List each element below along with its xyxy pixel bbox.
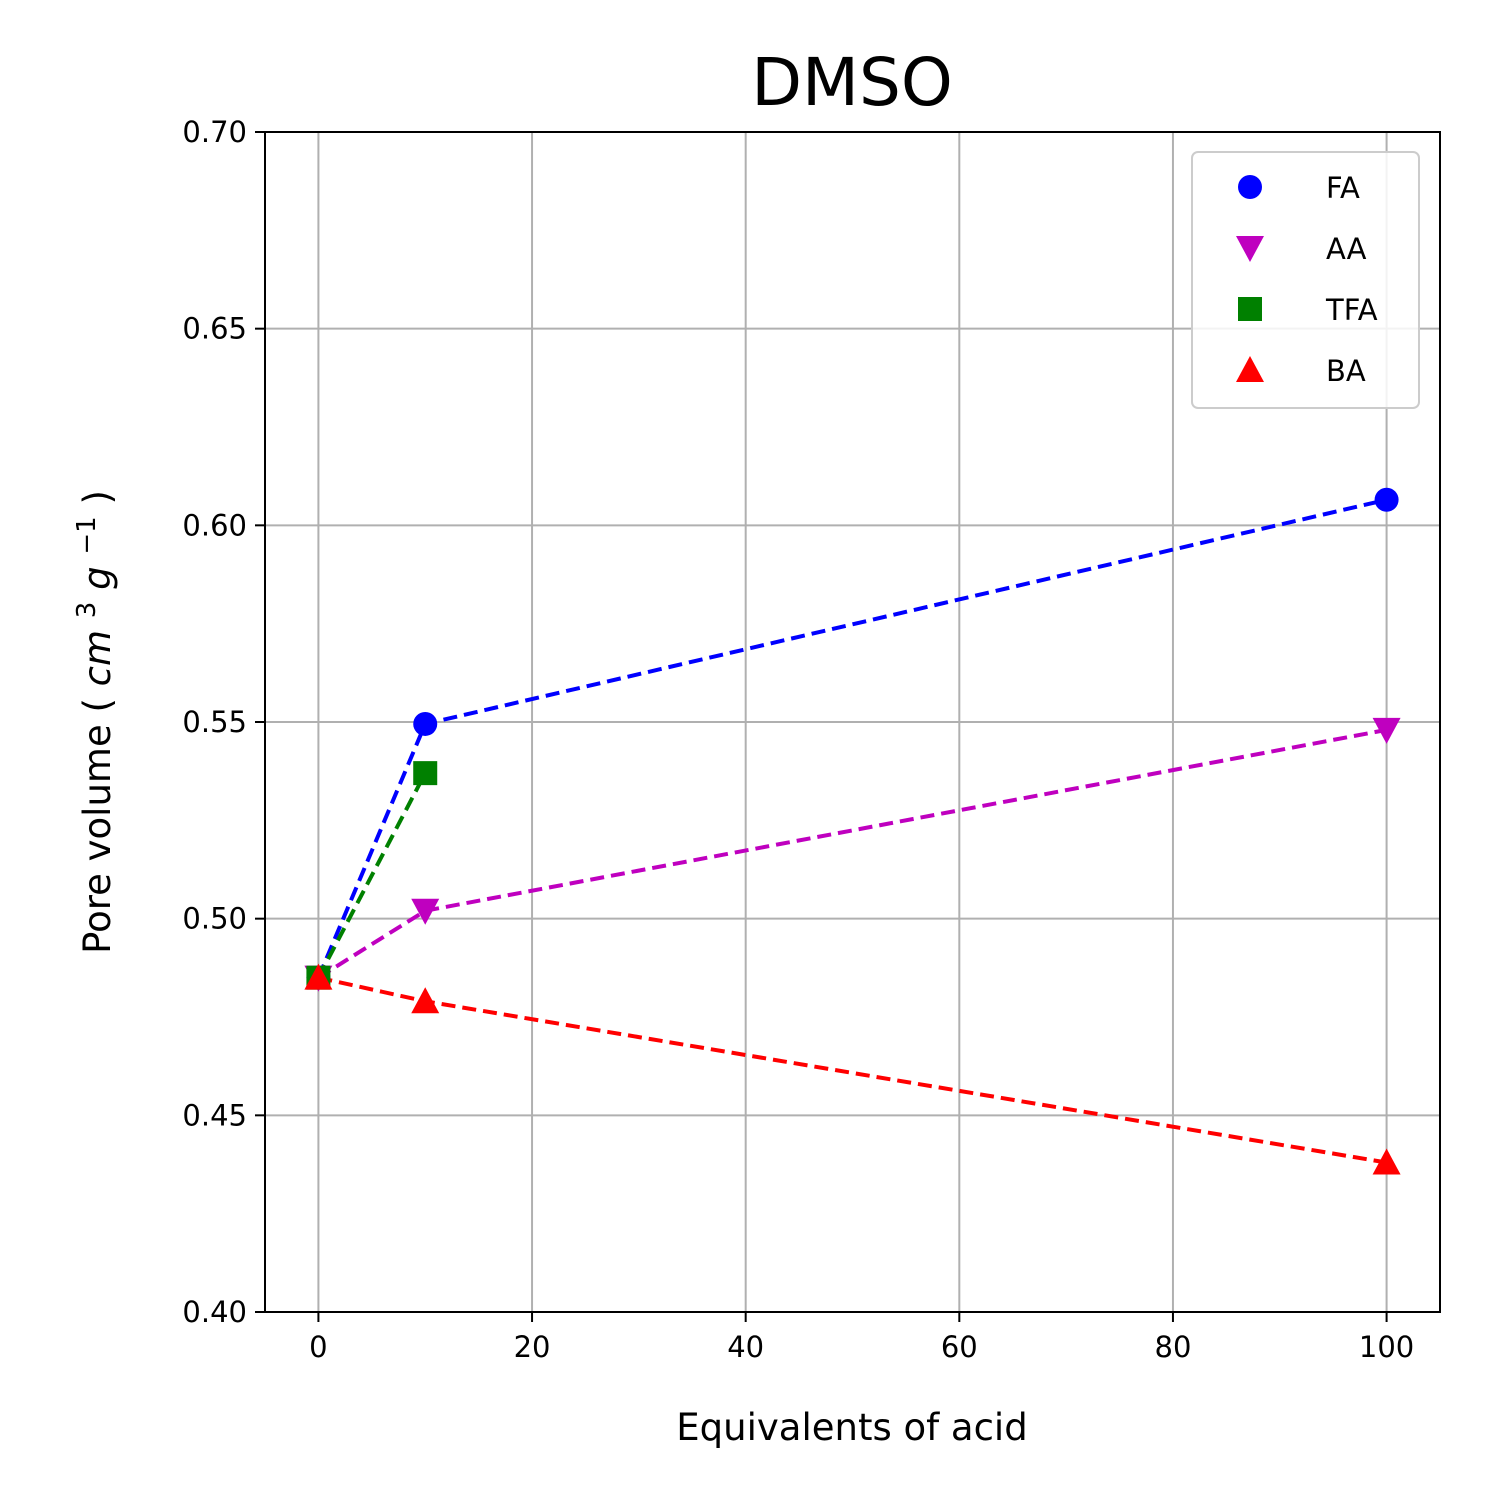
y-axis: 0.40 0.45 0.50 0.55 0.60 0.65 0.70 — [182, 115, 265, 1329]
x-tick-label: 60 — [941, 1330, 978, 1364]
data-point-fa — [413, 711, 438, 736]
x-tick-label: 0 — [309, 1330, 327, 1364]
y-axis-label-unit-cm: cm — [76, 630, 119, 686]
legend-box — [1191, 151, 1420, 409]
y-tick-label: 0.45 — [182, 1098, 247, 1132]
data-point-ba — [304, 963, 333, 990]
y-tick-label: 0.40 — [182, 1295, 247, 1329]
data-point-aa — [1372, 717, 1401, 744]
data-point-aa — [411, 898, 440, 925]
x-tick-label: 40 — [727, 1330, 764, 1364]
y-tick-label: 0.60 — [182, 508, 247, 542]
legend-label-tfa: TFA — [1325, 293, 1378, 327]
y-axis-label-unit-g-sup: −1 — [72, 516, 102, 554]
y-tick-label: 0.50 — [182, 902, 247, 936]
legend-label-ba: BA — [1326, 354, 1366, 388]
plot-area — [304, 487, 1401, 1175]
x-tick-label: 20 — [514, 1330, 551, 1364]
legend-marker-tfa — [1238, 297, 1262, 321]
y-axis-label-text: Pore volume — [76, 724, 119, 954]
y-axis-label-unit-cm-sup: 3 — [72, 602, 102, 619]
y-axis-label-unit-g: g — [76, 566, 119, 590]
x-axis: 0 20 40 60 80 100 — [309, 1312, 1414, 1364]
data-point-fa — [1374, 487, 1399, 512]
legend-marker-fa — [1238, 175, 1262, 199]
y-axis-label: Pore volume ( cm 3 g −1 ) — [61, 490, 119, 954]
legend-marker-aa — [1236, 236, 1264, 262]
y-tick-label: 0.55 — [182, 705, 247, 739]
legend-marker-ba — [1236, 356, 1264, 382]
x-tick-label: 80 — [1155, 1330, 1192, 1364]
legend-label-fa: FA — [1326, 171, 1360, 205]
x-tick-label: 100 — [1359, 1330, 1414, 1364]
grid — [265, 131, 1440, 1313]
x-axis-label: Equivalents of acid — [676, 1406, 1027, 1449]
data-point-ba — [411, 987, 440, 1014]
data-point-tfa — [413, 761, 438, 786]
y-tick-label: 0.70 — [182, 115, 247, 149]
data-point-ba — [1372, 1148, 1401, 1175]
y-axis-label-unit-open: ( — [76, 698, 119, 712]
legend-label-aa: AA — [1326, 232, 1367, 266]
chart-title: DMSO — [751, 44, 953, 121]
series-line-tfa — [316, 772, 428, 979]
legend: FA AA TFA BA — [1191, 151, 1420, 409]
y-tick-label: 0.65 — [182, 312, 247, 346]
y-axis-label-unit-close: ) — [76, 490, 119, 504]
